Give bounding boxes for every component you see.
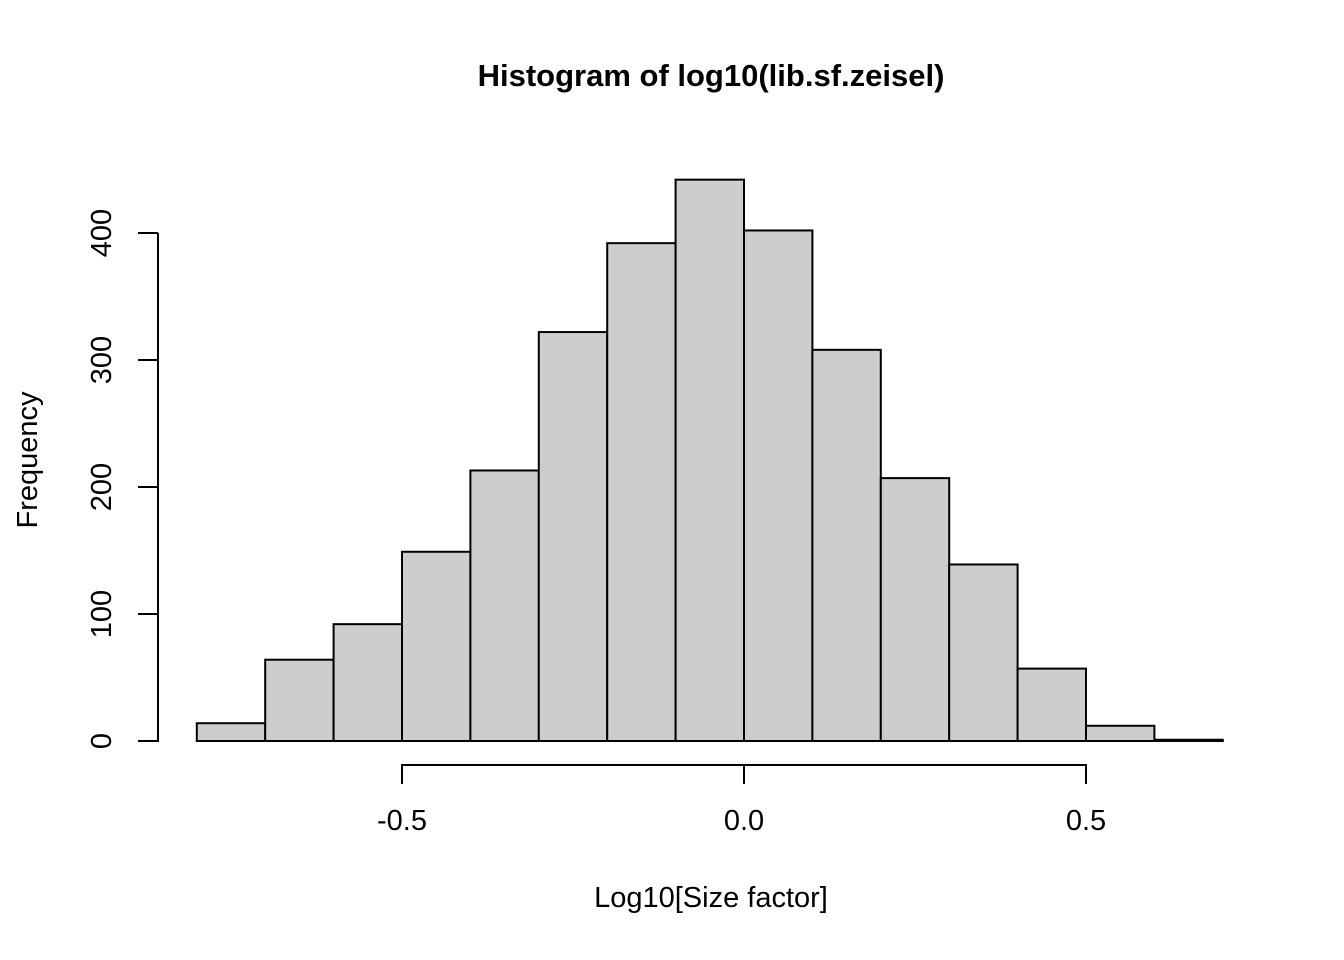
chart-title: Histogram of log10(lib.sf.zeisel) [477, 58, 945, 93]
histogram-bar [1153, 738, 1224, 742]
y-axis-tick-label: 0 [86, 733, 118, 749]
histogram-bar [264, 658, 335, 742]
histogram-bar [1016, 667, 1087, 742]
histogram-bar [879, 477, 951, 742]
histogram-bar [743, 229, 814, 743]
histogram-bar [606, 242, 677, 742]
y-axis-title: Frequency [12, 391, 44, 529]
histogram-bar [948, 563, 1019, 742]
histogram-bar [537, 331, 609, 742]
y-axis-tick-label: 400 [86, 209, 118, 257]
histogram-bar [1085, 724, 1156, 743]
histogram-bar [469, 469, 540, 742]
x-axis-tick-label: -0.5 [377, 805, 427, 837]
histogram-bar [674, 178, 745, 743]
x-axis-tick-label: 0.0 [724, 805, 764, 837]
histogram-bar [332, 623, 404, 742]
y-axis-tick-label: 100 [86, 590, 118, 638]
y-axis-tick-label: 300 [86, 336, 118, 384]
histogram-bar [811, 348, 882, 742]
x-axis-tick-label: 0.5 [1066, 805, 1106, 837]
y-axis-tick-label: 200 [86, 463, 118, 511]
x-axis-title: Log10[Size factor] [594, 882, 828, 914]
histogram-bar [195, 722, 267, 742]
histogram-bar [401, 550, 472, 743]
